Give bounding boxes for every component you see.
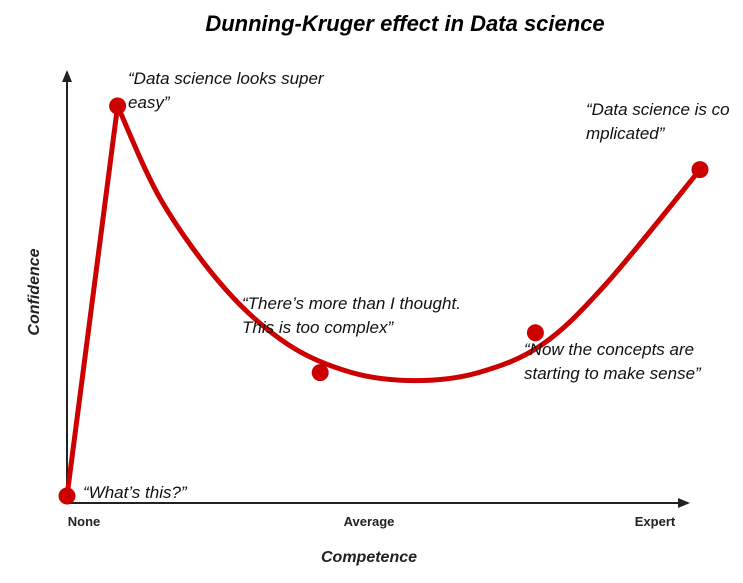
annotation-whats-this: “What’s this?” — [83, 483, 188, 502]
annotation-complicated-line-2: mplicated” — [586, 124, 666, 143]
annotation-too-complex-line-1: “There’s more than I thought. — [242, 294, 461, 313]
annotation-complicated-line-1: “Data science is co — [586, 100, 730, 119]
annotation-making-sense: “Now the concepts are starting to make s… — [524, 340, 702, 383]
x-tick-label-expert: Expert — [635, 514, 676, 529]
x-tick-label-none: None — [68, 514, 101, 529]
x-axis-label: Competence — [321, 549, 417, 566]
annotation-looks-easy-line-2: easy” — [128, 93, 171, 112]
y-axis-label: Confidence — [26, 248, 43, 335]
curve-points — [58, 97, 709, 505]
point-too-complex — [311, 364, 329, 382]
point-complicated — [691, 161, 709, 179]
annotation-looks-easy-line-1: “Data science looks super — [128, 69, 325, 88]
chart-title: Dunning-Kruger effect in Data science — [205, 11, 604, 36]
point-looks-easy — [109, 97, 127, 115]
point-making-sense — [526, 324, 544, 342]
annotation-making-sense-line-1: “Now the concepts are — [524, 340, 694, 359]
annotation-too-complex-line-2: This is too complex” — [242, 318, 394, 337]
point-whats-this — [58, 487, 76, 505]
confidence-curve — [64, 103, 703, 499]
x-tick-label-average: Average — [344, 514, 395, 529]
annotation-complicated: “Data science is co mplicated” — [586, 100, 734, 143]
annotation-looks-easy: “Data science looks super easy” — [128, 69, 328, 112]
annotation-too-complex: “There’s more than I thought. This is to… — [242, 294, 466, 337]
annotation-whats-this-line-1: “What’s this?” — [83, 483, 188, 502]
annotation-making-sense-line-2: starting to make sense” — [524, 364, 702, 383]
